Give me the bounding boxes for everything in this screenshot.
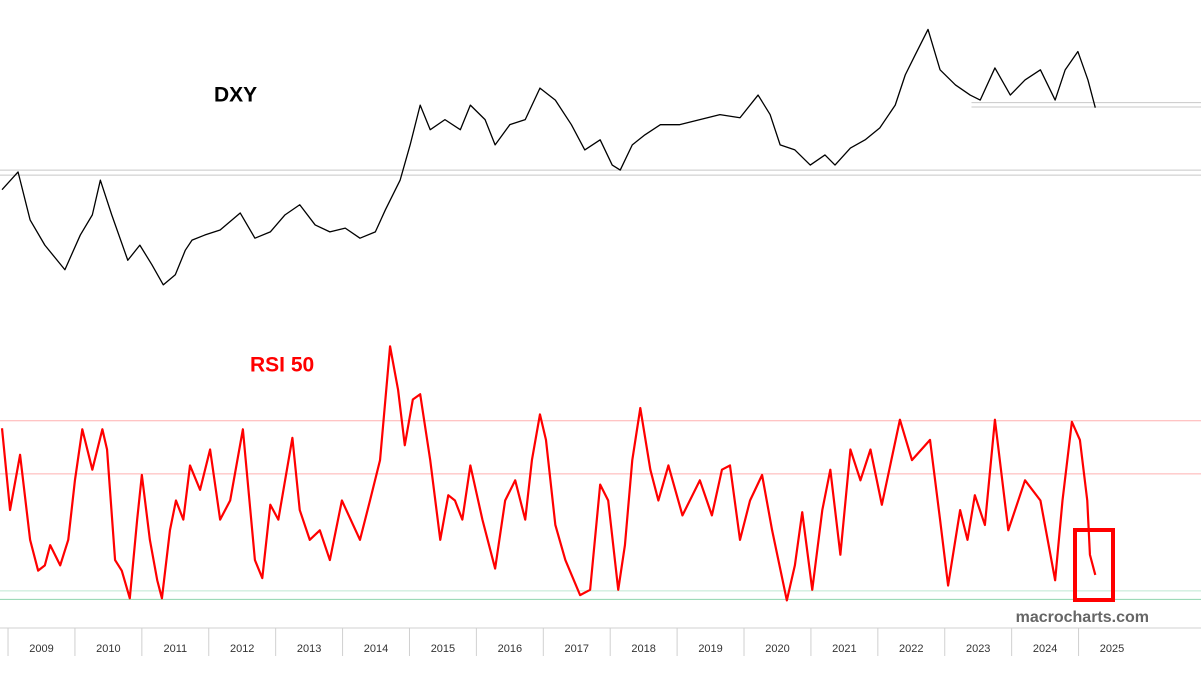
x-tick-label: 2020 xyxy=(765,643,789,655)
x-tick-label: 2018 xyxy=(631,643,655,655)
x-tick-label: 2015 xyxy=(431,643,455,655)
data-line xyxy=(0,345,1097,602)
x-tick-label: 2010 xyxy=(96,643,120,655)
x-tick-label: 2009 xyxy=(29,643,53,655)
highlight-box xyxy=(1073,528,1115,602)
x-tick-label: 2016 xyxy=(498,643,522,655)
x-tick-label: 2025 xyxy=(1100,643,1124,655)
x-tick-label: 2014 xyxy=(364,643,388,655)
dxy-title: DXY xyxy=(214,84,257,107)
x-tick-label: 2023 xyxy=(966,643,990,655)
x-tick-label: 2021 xyxy=(832,643,856,655)
x-tick-label: 2017 xyxy=(565,643,589,655)
rsi-title: RSI 50 xyxy=(250,354,314,377)
watermark: macrocharts.com xyxy=(1016,609,1149,626)
x-tick-label: 2011 xyxy=(163,643,187,655)
x-tick-label: 2013 xyxy=(297,643,321,655)
data-line xyxy=(1,28,1096,286)
x-tick-label: 2019 xyxy=(698,643,722,655)
x-tick-label: 2012 xyxy=(230,643,254,655)
x-tick-label: 2024 xyxy=(1033,643,1057,655)
x-tick-label: 2022 xyxy=(899,643,923,655)
